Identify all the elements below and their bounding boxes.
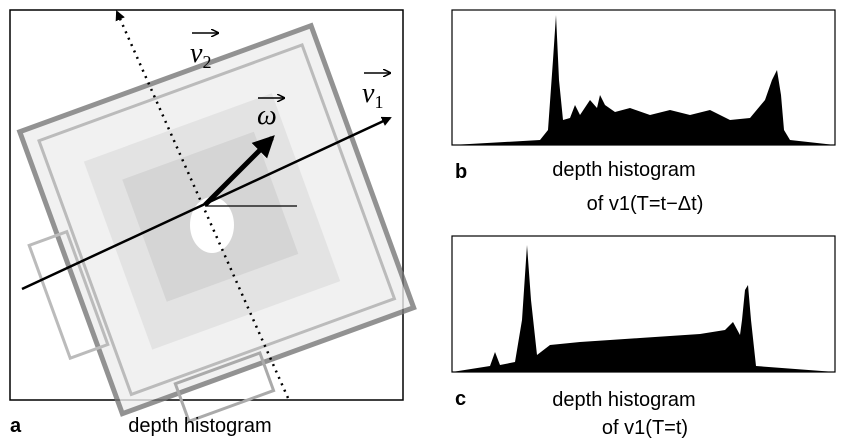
subcaption: of v1(T=t) bbox=[602, 417, 688, 439]
panel-a: v2 v1 ω a depth histogram bbox=[9, 9, 417, 437]
histogram-shape bbox=[452, 15, 835, 145]
vector-label: v1 bbox=[362, 78, 383, 112]
histogram-shape bbox=[452, 245, 835, 372]
vector-label: ω bbox=[257, 100, 277, 131]
axis-omega bbox=[203, 135, 275, 207]
blob bbox=[190, 197, 234, 253]
caption: depth histogram bbox=[552, 389, 695, 411]
panel-letter: a bbox=[10, 415, 22, 437]
panel-letter: b bbox=[455, 161, 467, 183]
caption: depth histogram bbox=[552, 159, 695, 181]
vector-label: v2 bbox=[190, 38, 211, 72]
panel-letter: c bbox=[455, 388, 466, 410]
panel-c: c depth histogram of v1(T=t) bbox=[451, 235, 836, 439]
subcaption: of v1(T=t−Δt) bbox=[587, 193, 704, 215]
panel-b: b depth histogram of v1(T=t−Δt) bbox=[451, 9, 836, 215]
caption: depth histogram bbox=[128, 415, 271, 437]
